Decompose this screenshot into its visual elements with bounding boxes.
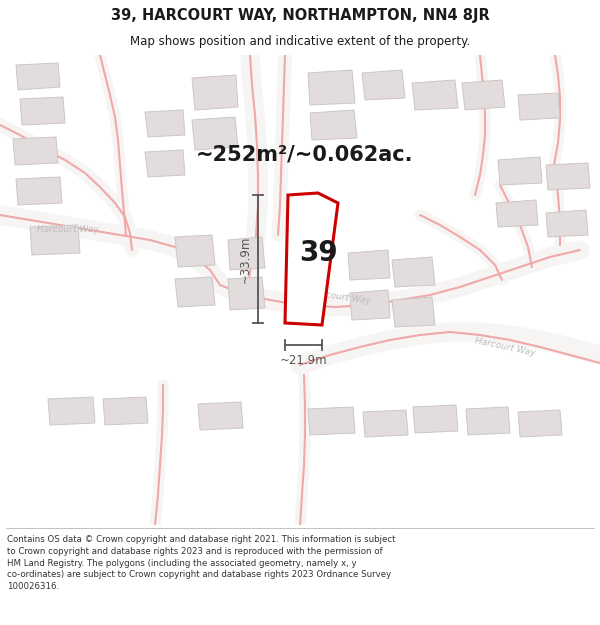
Polygon shape (20, 97, 65, 125)
Polygon shape (392, 257, 435, 287)
Polygon shape (48, 397, 95, 425)
Polygon shape (518, 93, 560, 120)
Polygon shape (310, 110, 357, 140)
Polygon shape (175, 277, 215, 307)
Text: ~21.9m: ~21.9m (280, 354, 328, 367)
Polygon shape (103, 397, 148, 425)
Text: Harcourt Way: Harcourt Way (474, 336, 536, 357)
Text: Harcourt Way: Harcourt Way (309, 288, 371, 306)
Polygon shape (362, 70, 405, 100)
Polygon shape (392, 297, 435, 327)
Polygon shape (308, 407, 355, 435)
Polygon shape (518, 410, 562, 437)
Polygon shape (363, 410, 408, 437)
Polygon shape (348, 250, 390, 280)
Polygon shape (466, 407, 510, 435)
Text: ~252m²/~0.062ac.: ~252m²/~0.062ac. (196, 145, 414, 165)
Text: 39: 39 (299, 239, 338, 267)
Polygon shape (546, 163, 590, 190)
Polygon shape (412, 80, 458, 110)
Polygon shape (198, 402, 243, 430)
Polygon shape (350, 290, 390, 320)
Polygon shape (192, 117, 238, 150)
Polygon shape (145, 110, 185, 137)
Polygon shape (192, 75, 238, 110)
Polygon shape (413, 405, 458, 433)
Polygon shape (30, 225, 80, 255)
Polygon shape (145, 150, 185, 177)
Polygon shape (16, 177, 62, 205)
Text: 39, HARCOURT WAY, NORTHAMPTON, NN4 8JR: 39, HARCOURT WAY, NORTHAMPTON, NN4 8JR (110, 8, 490, 23)
Polygon shape (285, 193, 338, 325)
Polygon shape (16, 63, 60, 90)
Text: Contains OS data © Crown copyright and database right 2021. This information is : Contains OS data © Crown copyright and d… (7, 535, 396, 591)
Polygon shape (228, 277, 265, 310)
Polygon shape (498, 157, 542, 185)
Text: ~33.9m: ~33.9m (239, 235, 251, 282)
Polygon shape (308, 70, 355, 105)
Polygon shape (462, 80, 505, 110)
Polygon shape (496, 200, 538, 227)
Polygon shape (228, 237, 265, 270)
Text: Map shows position and indicative extent of the property.: Map shows position and indicative extent… (130, 35, 470, 48)
Polygon shape (546, 210, 588, 237)
Polygon shape (13, 137, 58, 165)
Text: Harcourt Way: Harcourt Way (37, 226, 99, 234)
Polygon shape (175, 235, 215, 267)
